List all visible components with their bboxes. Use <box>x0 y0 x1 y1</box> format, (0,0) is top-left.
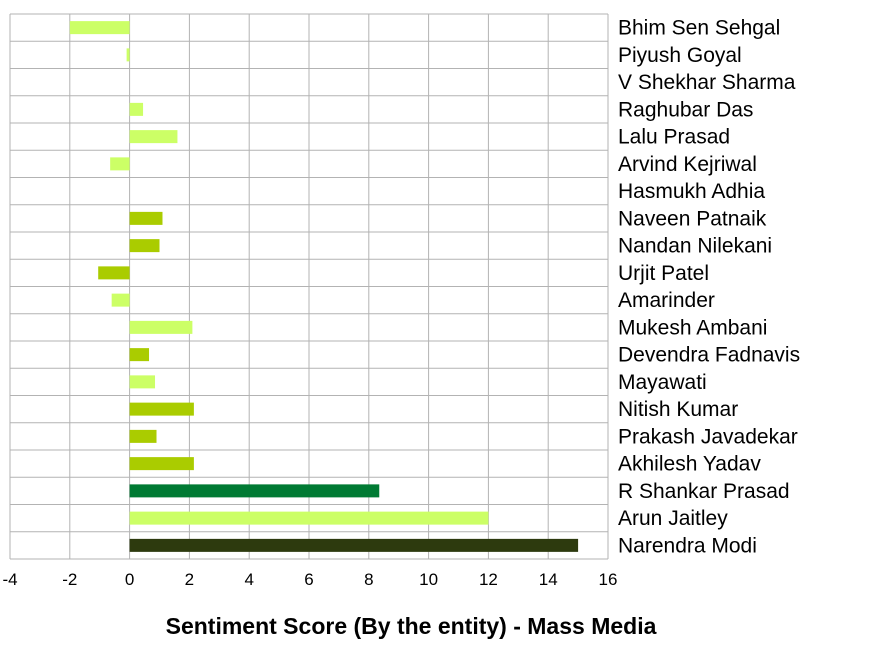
bar <box>129 211 163 225</box>
gridlines <box>9 13 609 560</box>
category-label: Mukesh Ambani <box>618 316 767 339</box>
bar <box>129 538 579 552</box>
x-tick-label: 0 <box>125 570 134 589</box>
bar <box>129 348 150 362</box>
category-label: Nandan Nilekani <box>618 235 772 258</box>
bar <box>111 293 130 307</box>
x-axis-title: Sentiment Score (By the entity) - Mass M… <box>166 613 657 639</box>
category-label: Arun Jaitley <box>618 507 728 530</box>
x-tick-label: 2 <box>185 570 194 589</box>
bar <box>126 48 130 62</box>
x-tick-label: 12 <box>479 570 498 589</box>
bar <box>129 402 194 416</box>
category-label: Piyush Goyal <box>618 44 742 67</box>
x-tick-label: 16 <box>599 570 618 589</box>
x-tick-label: -2 <box>62 570 77 589</box>
x-tick-label: -4 <box>2 570 17 589</box>
bar <box>98 266 130 280</box>
category-label: Amarinder <box>618 289 715 312</box>
category-label: Narendra Modi <box>618 534 757 557</box>
category-label: Mayawati <box>618 371 707 394</box>
bar <box>129 375 156 389</box>
category-label: Prakash Javadekar <box>618 425 798 448</box>
bar <box>129 320 193 334</box>
x-tick-label: 10 <box>419 570 438 589</box>
bar <box>129 102 144 116</box>
category-label: Devendra Fadnavis <box>618 344 800 367</box>
bar <box>129 457 194 471</box>
bar <box>129 484 380 498</box>
category-label: Nitish Kumar <box>618 398 738 421</box>
x-tick-label: 4 <box>244 570 253 589</box>
category-label: Akhilesh Yadav <box>618 453 761 476</box>
bar <box>129 511 489 525</box>
category-label: V Shekhar Sharma <box>618 71 796 94</box>
category-labels: Bhim Sen Sehgal Piyush Goyal V Shekhar Sha… <box>618 17 800 558</box>
x-tick-label: 14 <box>539 570 558 589</box>
category-label: Raghubar Das <box>618 98 753 121</box>
x-tick-labels: -4 -2 0 2 4 6 8 10 12 14 16 <box>2 570 617 589</box>
bar <box>129 429 157 443</box>
x-tick-label: 6 <box>304 570 313 589</box>
bar <box>110 157 130 171</box>
category-label: R Shankar Prasad <box>618 480 790 503</box>
x-tick-label: 8 <box>364 570 373 589</box>
category-label: Arvind Kejriwal <box>618 153 757 176</box>
bar <box>129 239 160 253</box>
bar <box>69 21 130 35</box>
category-label: Lalu Prasad <box>618 126 730 149</box>
category-label: Naveen Patnaik <box>618 207 767 230</box>
bar <box>129 130 178 144</box>
bars <box>69 21 579 552</box>
category-label: Urjit Patel <box>618 262 709 285</box>
category-label: Bhim Sen Sehgal <box>618 17 780 40</box>
category-label: Hasmukh Adhia <box>618 180 765 203</box>
